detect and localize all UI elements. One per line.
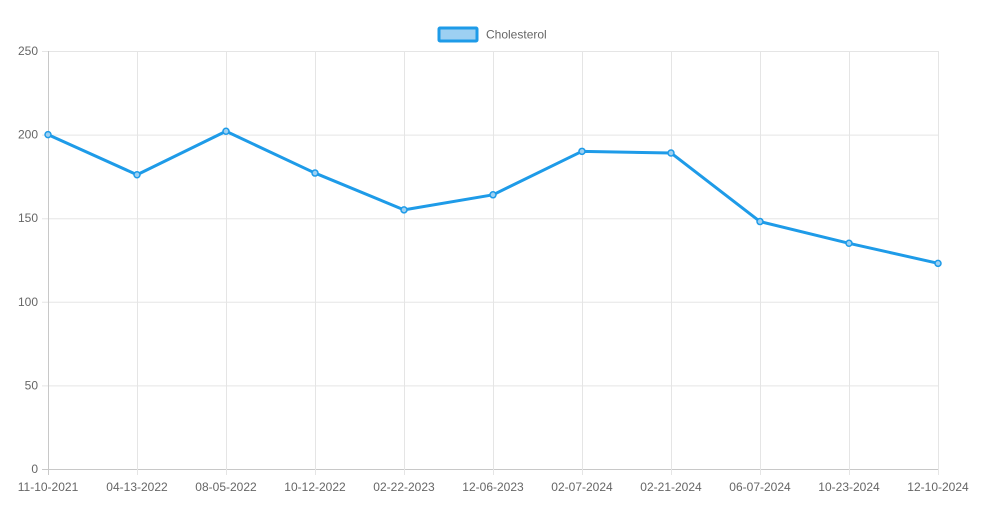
x-tick-label: 06-07-2024 <box>729 480 791 494</box>
data-point <box>44 130 52 139</box>
data-point <box>133 170 141 179</box>
legend-swatch-cholesterol[interactable] <box>437 26 479 43</box>
y-tick-label: 0 <box>31 462 38 476</box>
y-tick-label: 200 <box>18 128 38 142</box>
x-tick-label: 02-07-2024 <box>551 480 613 494</box>
data-point <box>845 239 853 248</box>
axes: 0 50 100 150 200 250 11-10-2021 04-13-2022 08-05… <box>18 44 969 494</box>
x-tick-label: 02-21-2024 <box>640 480 702 494</box>
x-tick-label: 10-12-2022 <box>284 480 346 494</box>
y-tick-label: 50 <box>25 378 39 392</box>
x-tick-label: 12-06-2023 <box>462 480 524 494</box>
data-point <box>756 217 764 226</box>
data-point <box>311 169 319 177</box>
data-point <box>934 259 942 268</box>
data-point <box>667 149 675 157</box>
grid <box>42 51 939 475</box>
y-tick-label: 100 <box>18 295 38 309</box>
legend[interactable]: Cholesterol <box>437 26 547 43</box>
x-tick-label: 11-10-2021 <box>18 480 79 494</box>
series-layer <box>44 127 942 268</box>
x-tick-label: 12-10-2024 <box>907 480 969 494</box>
x-tick-label: 08-05-2022 <box>195 480 257 494</box>
y-tick-label: 150 <box>18 211 38 225</box>
data-point <box>578 147 586 156</box>
x-tick-label: 04-13-2022 <box>106 480 168 494</box>
legend-label-cholesterol[interactable]: Cholesterol <box>486 28 547 42</box>
data-point <box>222 127 230 136</box>
y-tick-label: 250 <box>18 44 38 58</box>
data-point <box>400 206 408 214</box>
x-tick-label: 10-23-2024 <box>818 480 880 494</box>
x-tick-label: 02-22-2023 <box>373 480 435 494</box>
data-point <box>489 191 497 199</box>
